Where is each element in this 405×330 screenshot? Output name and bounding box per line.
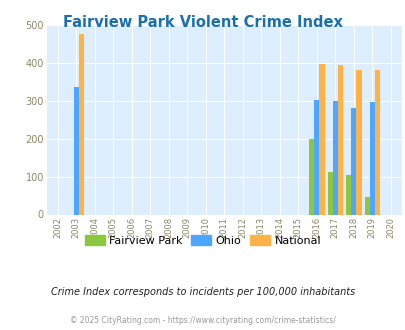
Bar [308,139,313,214]
Text: © 2025 CityRating.com - https://www.cityrating.com/crime-statistics/: © 2025 CityRating.com - https://www.city… [70,316,335,325]
Bar [345,176,350,214]
Bar [79,34,84,214]
Text: Crime Index corresponds to incidents per 100,000 inhabitants: Crime Index corresponds to incidents per… [51,287,354,297]
Bar [374,70,379,214]
Legend: Fairview Park, Ohio, National: Fairview Park, Ohio, National [80,231,325,250]
Bar [332,101,337,214]
Bar [369,102,374,214]
Bar [74,87,79,214]
Bar [337,65,342,214]
Bar [327,172,332,214]
Text: Fairview Park Violent Crime Index: Fairview Park Violent Crime Index [63,15,342,30]
Bar [313,100,319,214]
Bar [364,197,369,214]
Bar [350,108,356,214]
Bar [319,64,324,214]
Bar [356,70,361,214]
